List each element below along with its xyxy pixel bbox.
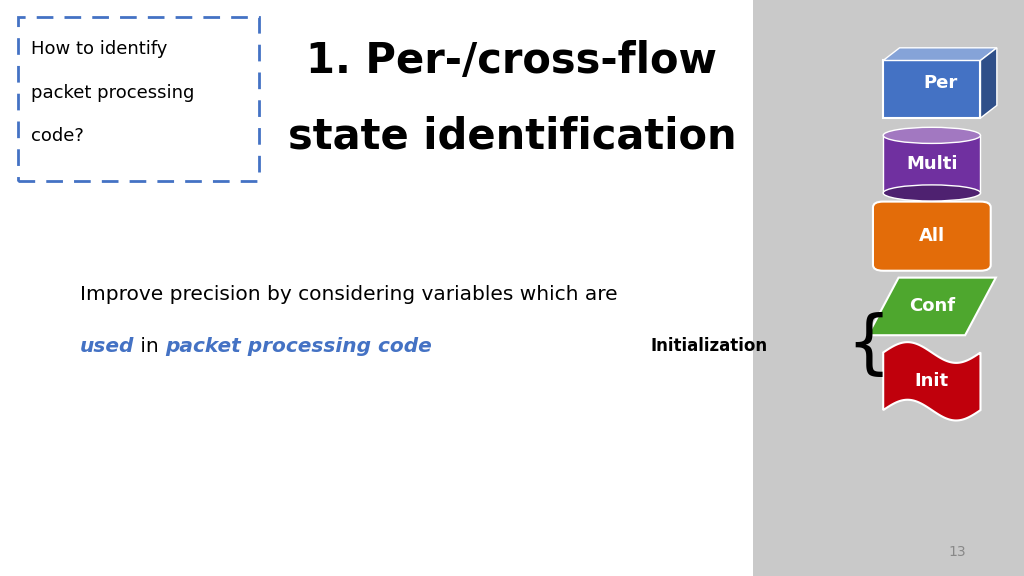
FancyBboxPatch shape — [883, 60, 981, 118]
Text: All: All — [919, 227, 945, 245]
Ellipse shape — [883, 185, 981, 201]
Polygon shape — [868, 278, 995, 335]
Text: in: in — [134, 337, 165, 356]
Text: Per: Per — [923, 74, 957, 92]
Text: code?: code? — [31, 127, 84, 145]
Text: Init: Init — [914, 372, 949, 391]
Text: packet processing code: packet processing code — [165, 337, 432, 356]
Text: Multi: Multi — [906, 155, 957, 173]
Text: 13: 13 — [948, 545, 967, 559]
Polygon shape — [883, 342, 981, 420]
Polygon shape — [883, 48, 997, 60]
Text: Initialization: Initialization — [651, 336, 768, 355]
Polygon shape — [981, 48, 997, 118]
Text: used: used — [80, 337, 134, 356]
FancyBboxPatch shape — [872, 202, 991, 271]
Bar — [883, 135, 981, 193]
Text: state identification: state identification — [288, 115, 736, 157]
Text: 1. Per-/cross-flow: 1. Per-/cross-flow — [306, 40, 718, 82]
Text: Improve precision by considering variables which are: Improve precision by considering variabl… — [80, 285, 617, 304]
Bar — [753, 0, 1024, 576]
Text: packet processing: packet processing — [31, 84, 195, 101]
Text: {: { — [846, 312, 891, 379]
Text: Conf: Conf — [908, 297, 955, 316]
Ellipse shape — [883, 127, 981, 143]
Text: How to identify: How to identify — [31, 40, 167, 58]
